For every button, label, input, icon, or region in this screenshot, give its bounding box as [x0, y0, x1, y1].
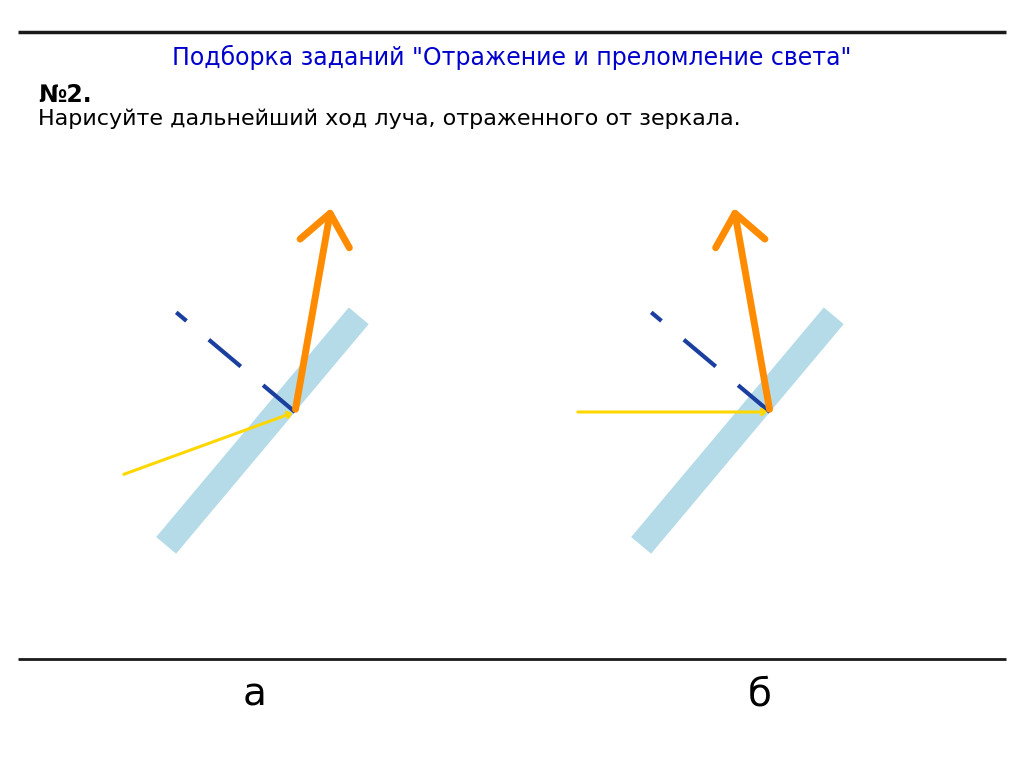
- Text: а: а: [243, 676, 267, 714]
- Text: №2.: №2.: [38, 83, 91, 107]
- Text: б: б: [749, 676, 772, 714]
- Polygon shape: [631, 308, 844, 554]
- Text: Подборка заданий "Отражение и преломление света": Подборка заданий "Отражение и преломлени…: [172, 44, 852, 70]
- Text: Нарисуйте дальнейший ход луча, отраженного от зеркала.: Нарисуйте дальнейший ход луча, отраженно…: [38, 109, 740, 130]
- Polygon shape: [157, 308, 369, 554]
